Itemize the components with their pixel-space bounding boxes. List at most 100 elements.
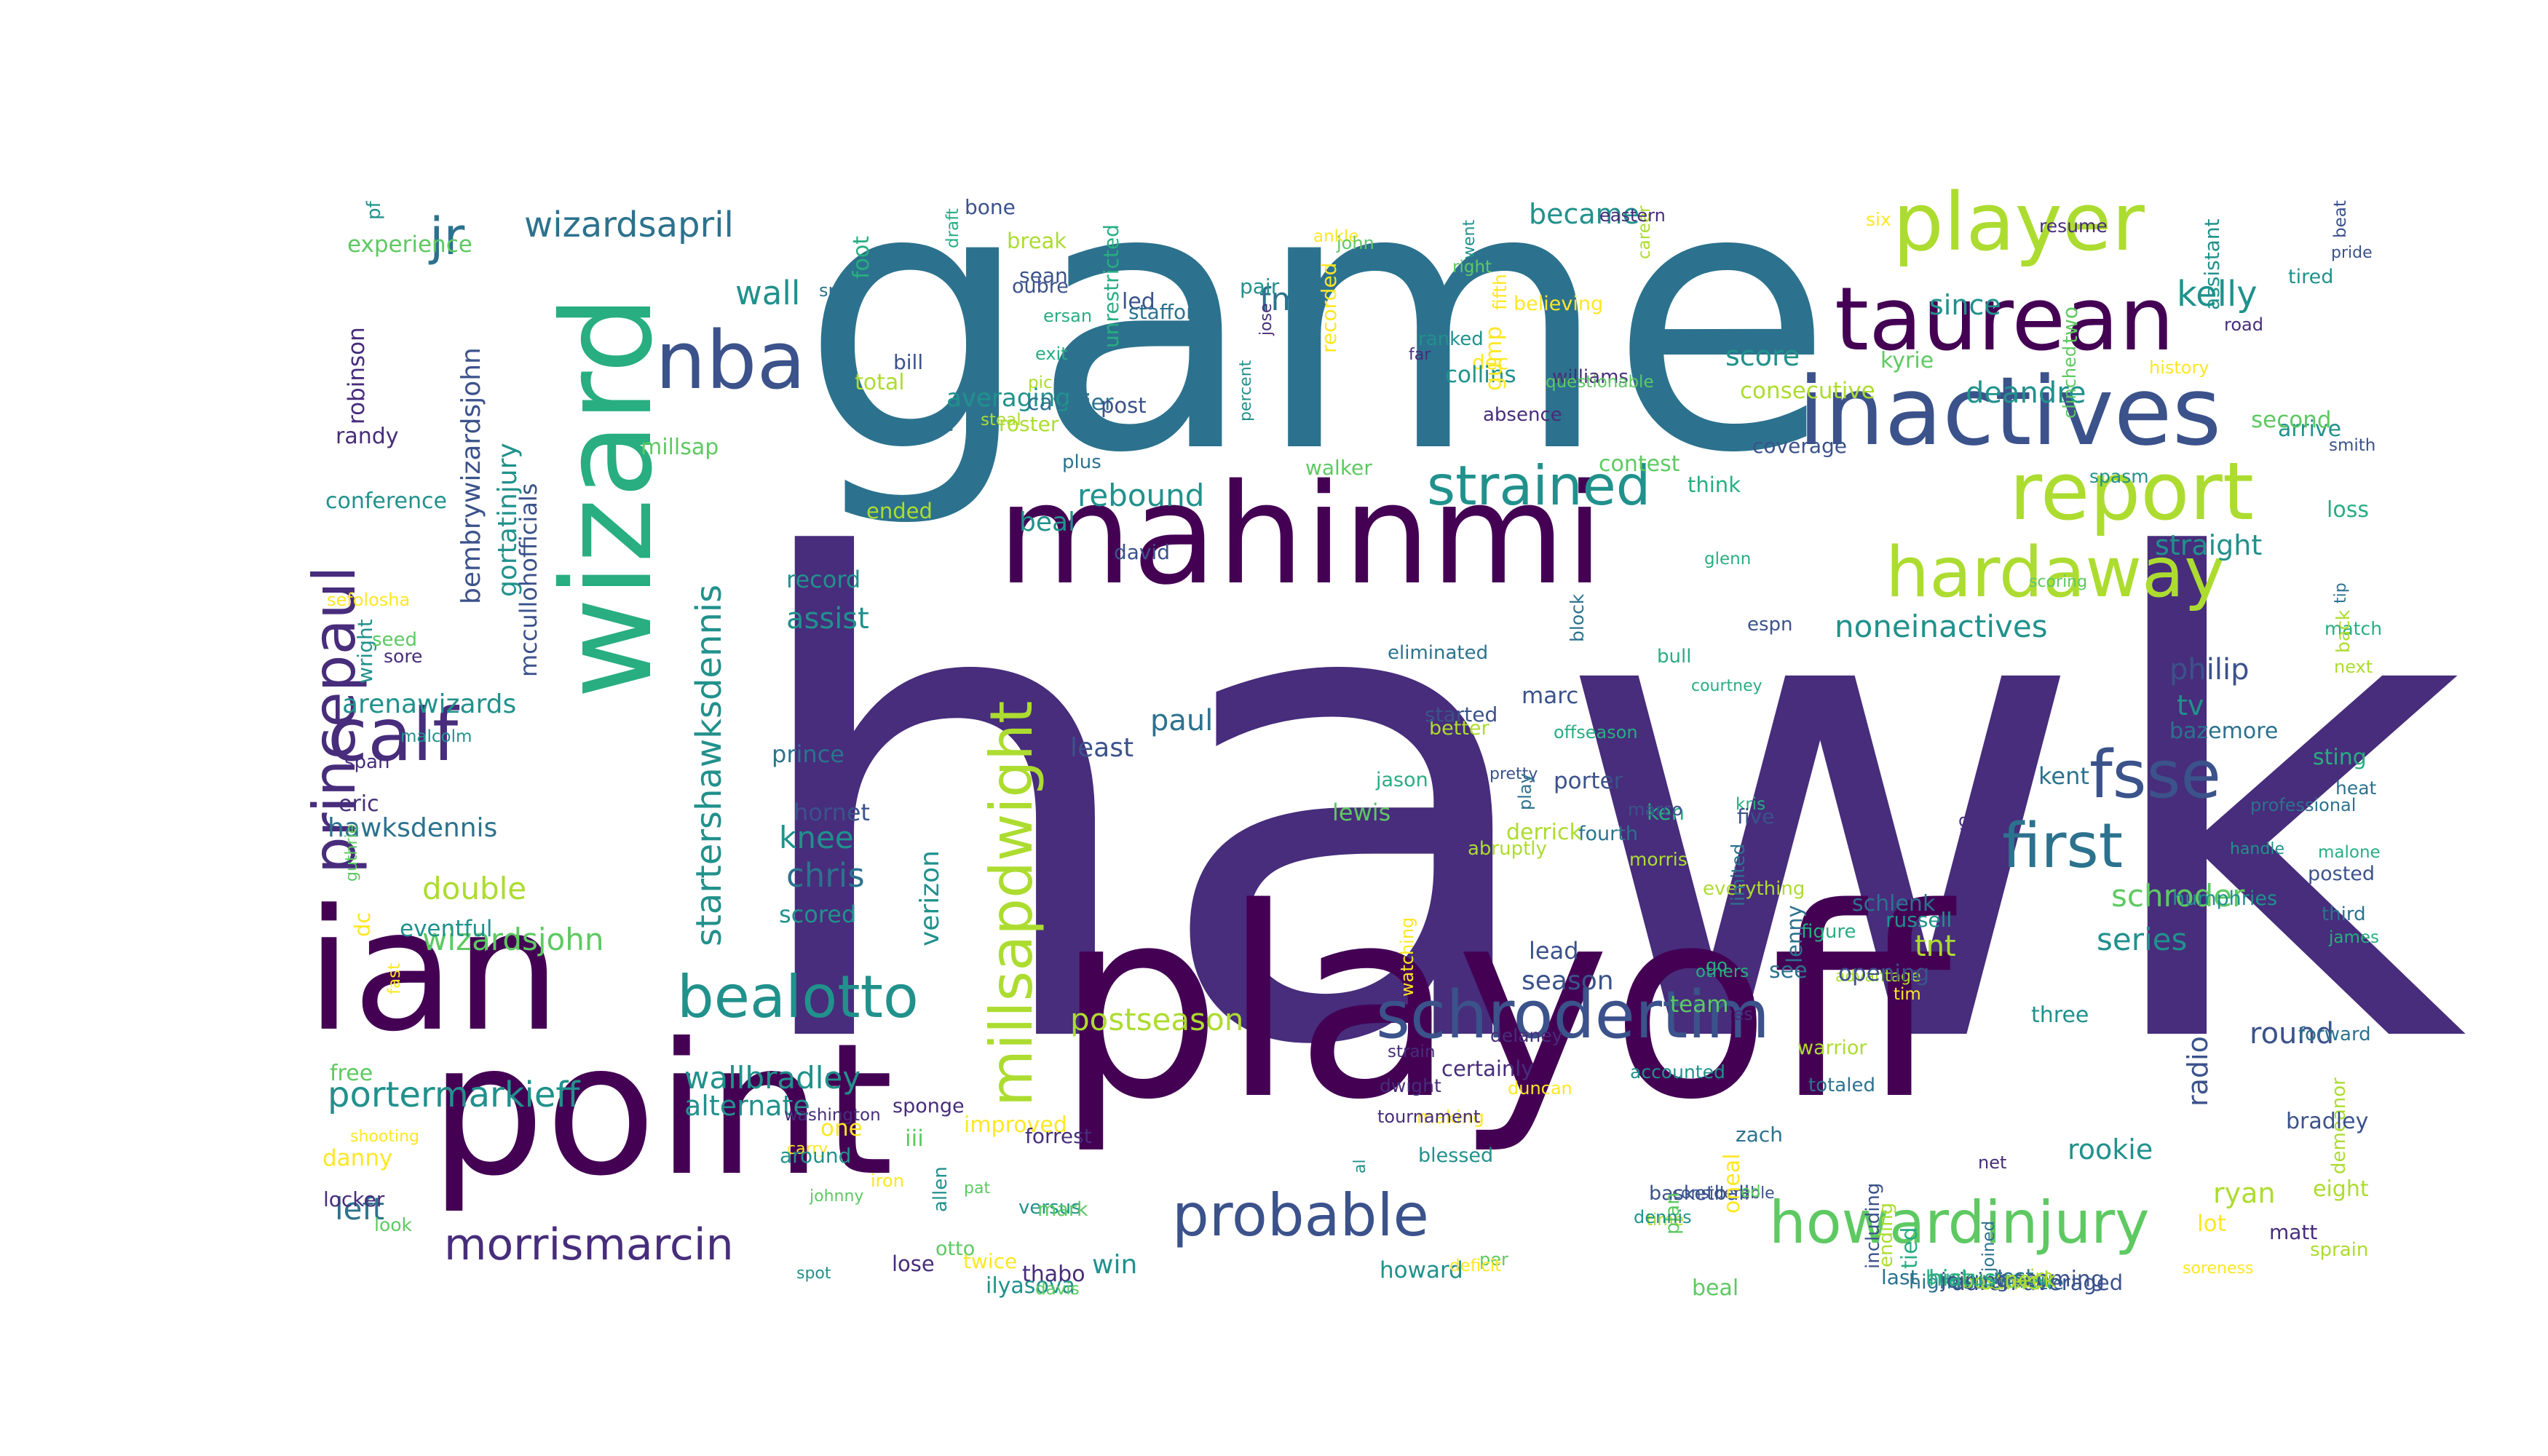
word-cavalier: cavalier [1027, 390, 1114, 416]
word-duncan: duncan [1508, 1078, 1572, 1099]
word-bull: bull [1657, 646, 1692, 668]
word-play: play [1515, 773, 1535, 810]
word-espn: espn [1747, 614, 1793, 636]
word-deandre: deandre [1966, 376, 2086, 410]
word-iii: iii [905, 1125, 924, 1152]
word-ilyasova: ilyasova [986, 1273, 1075, 1299]
word-advantage: advantage [1835, 968, 1921, 986]
word-rebound: rebound [1077, 478, 1205, 513]
word-sore: sore [384, 646, 423, 667]
word-soreness: soreness [2183, 1259, 2254, 1278]
word-considerable: considerable [1672, 1184, 1775, 1203]
word-averaged: averaged [2023, 1270, 2124, 1295]
word-paul: paul [1150, 704, 1214, 737]
word-total: total [855, 370, 905, 395]
word-tired: tired [2288, 266, 2334, 288]
word-philip: philip [2169, 653, 2250, 687]
word-john: john [1337, 233, 1374, 253]
word-jason: jason [1376, 769, 1428, 791]
word-post: post [1101, 393, 1147, 418]
word-derrick: derrick [1506, 820, 1582, 845]
word-exit: exit [1035, 344, 1068, 364]
word-seed: seed [372, 629, 418, 651]
word-lot: lot [2197, 1211, 2226, 1237]
word-washington: washington [784, 1106, 881, 1125]
word-eric: eric [339, 791, 379, 817]
word-lose: lose [892, 1251, 935, 1276]
word-think: think [1688, 472, 1741, 497]
word-smith: smith [2329, 436, 2376, 455]
word-team: team [1670, 992, 1729, 1018]
word-johnny: johnny [810, 1187, 864, 1206]
word-taurean: taurean [1835, 269, 2175, 371]
word-season: season [1522, 966, 1614, 996]
word-unrestricted: unrestricted [1099, 224, 1123, 348]
word-others: others [1696, 962, 1749, 981]
word-millsapdwight: millsapdwight [978, 700, 1045, 1107]
word-schrodertim: schrodertim [1376, 977, 1770, 1053]
word-series: series [2097, 922, 2188, 957]
word-im: im [2030, 1266, 2054, 1288]
word-see: see [1769, 958, 1808, 984]
word-heat: heat [2335, 778, 2377, 799]
word-verizon: verizon [915, 850, 945, 946]
word-span: span [344, 751, 390, 773]
word-hawksdennis: hawksdennis [328, 813, 498, 843]
word-shooting: shooting [350, 1128, 419, 1146]
word-wallbradley: wallbradley [684, 1060, 861, 1096]
word-right: right [1452, 258, 1492, 277]
word-limited: limited [1728, 843, 1749, 906]
word-gump: gump [1481, 325, 1507, 391]
word-sprain: sprain [2310, 1239, 2369, 1261]
word-malcolm: malcolm [400, 727, 472, 746]
word-otto: otto [935, 1238, 976, 1260]
word-twitter: twitter [1947, 1271, 2008, 1292]
word-tip: tip [2332, 582, 2350, 604]
word-drew: drew [2007, 1271, 2054, 1293]
word-aaron: aaron [1952, 1270, 2017, 1296]
word-game: game [801, 108, 1834, 532]
word-bill: bill [893, 350, 924, 374]
word-collins: collins [1445, 362, 1516, 388]
word-arrive: arrive [2278, 416, 2342, 442]
word-foot: foot [849, 235, 874, 279]
word-double: double [422, 871, 527, 906]
word-lewis: lewis [1332, 799, 1391, 826]
word-pf: pf [363, 201, 385, 220]
word-hardaway: hardaway [1886, 533, 2225, 613]
word-tim: tim [1894, 985, 1921, 1004]
word-eight: eight [2313, 1176, 2369, 1202]
word-last: last [1881, 1265, 1918, 1289]
word-bazemore: bazemore [2169, 719, 2279, 744]
word-recorded: recorded [1317, 262, 1341, 353]
word-jr: jr [430, 207, 465, 266]
word-joining: joining [1941, 1268, 2009, 1292]
word-round: round [2250, 1017, 2335, 1051]
word-beal: beal [1019, 507, 1076, 537]
word-bembrywizardsjohn: bembrywizardsjohn [456, 347, 486, 604]
word-pride: pride [2331, 244, 2373, 262]
word-tournament: tournament [1377, 1107, 1481, 1127]
word-opening: opening [1838, 960, 1930, 986]
word-bealotto: bealotto [677, 963, 919, 1031]
word-ranked: ranked [1418, 328, 1484, 350]
word-ian: ian [306, 874, 561, 1069]
word-tied: tied [1897, 1227, 1923, 1269]
word-tv: tv [2177, 689, 2204, 721]
word-three: three [2031, 1002, 2089, 1028]
word-average: average [879, 414, 954, 435]
word-block: block [1567, 593, 1588, 642]
word-strain: strain [1388, 1042, 1436, 1061]
word-porter: porter [1554, 768, 1623, 794]
word-rookie: rookie [2068, 1133, 2153, 1166]
word-beat: beat [2331, 200, 2350, 238]
word-report: report [2009, 445, 2254, 538]
word-inactives: inactives [1798, 356, 2222, 467]
word-hawk: hawk [735, 427, 2468, 1189]
word-figure: figure [1801, 921, 1856, 943]
word-wes: wes [1719, 1004, 1753, 1024]
word-accounted: accounted [1630, 1061, 1725, 1083]
word-sefolosha: sefolosha [327, 590, 411, 610]
word-forrest: forrest [1025, 1124, 1092, 1148]
word-draft: draft [943, 208, 962, 248]
